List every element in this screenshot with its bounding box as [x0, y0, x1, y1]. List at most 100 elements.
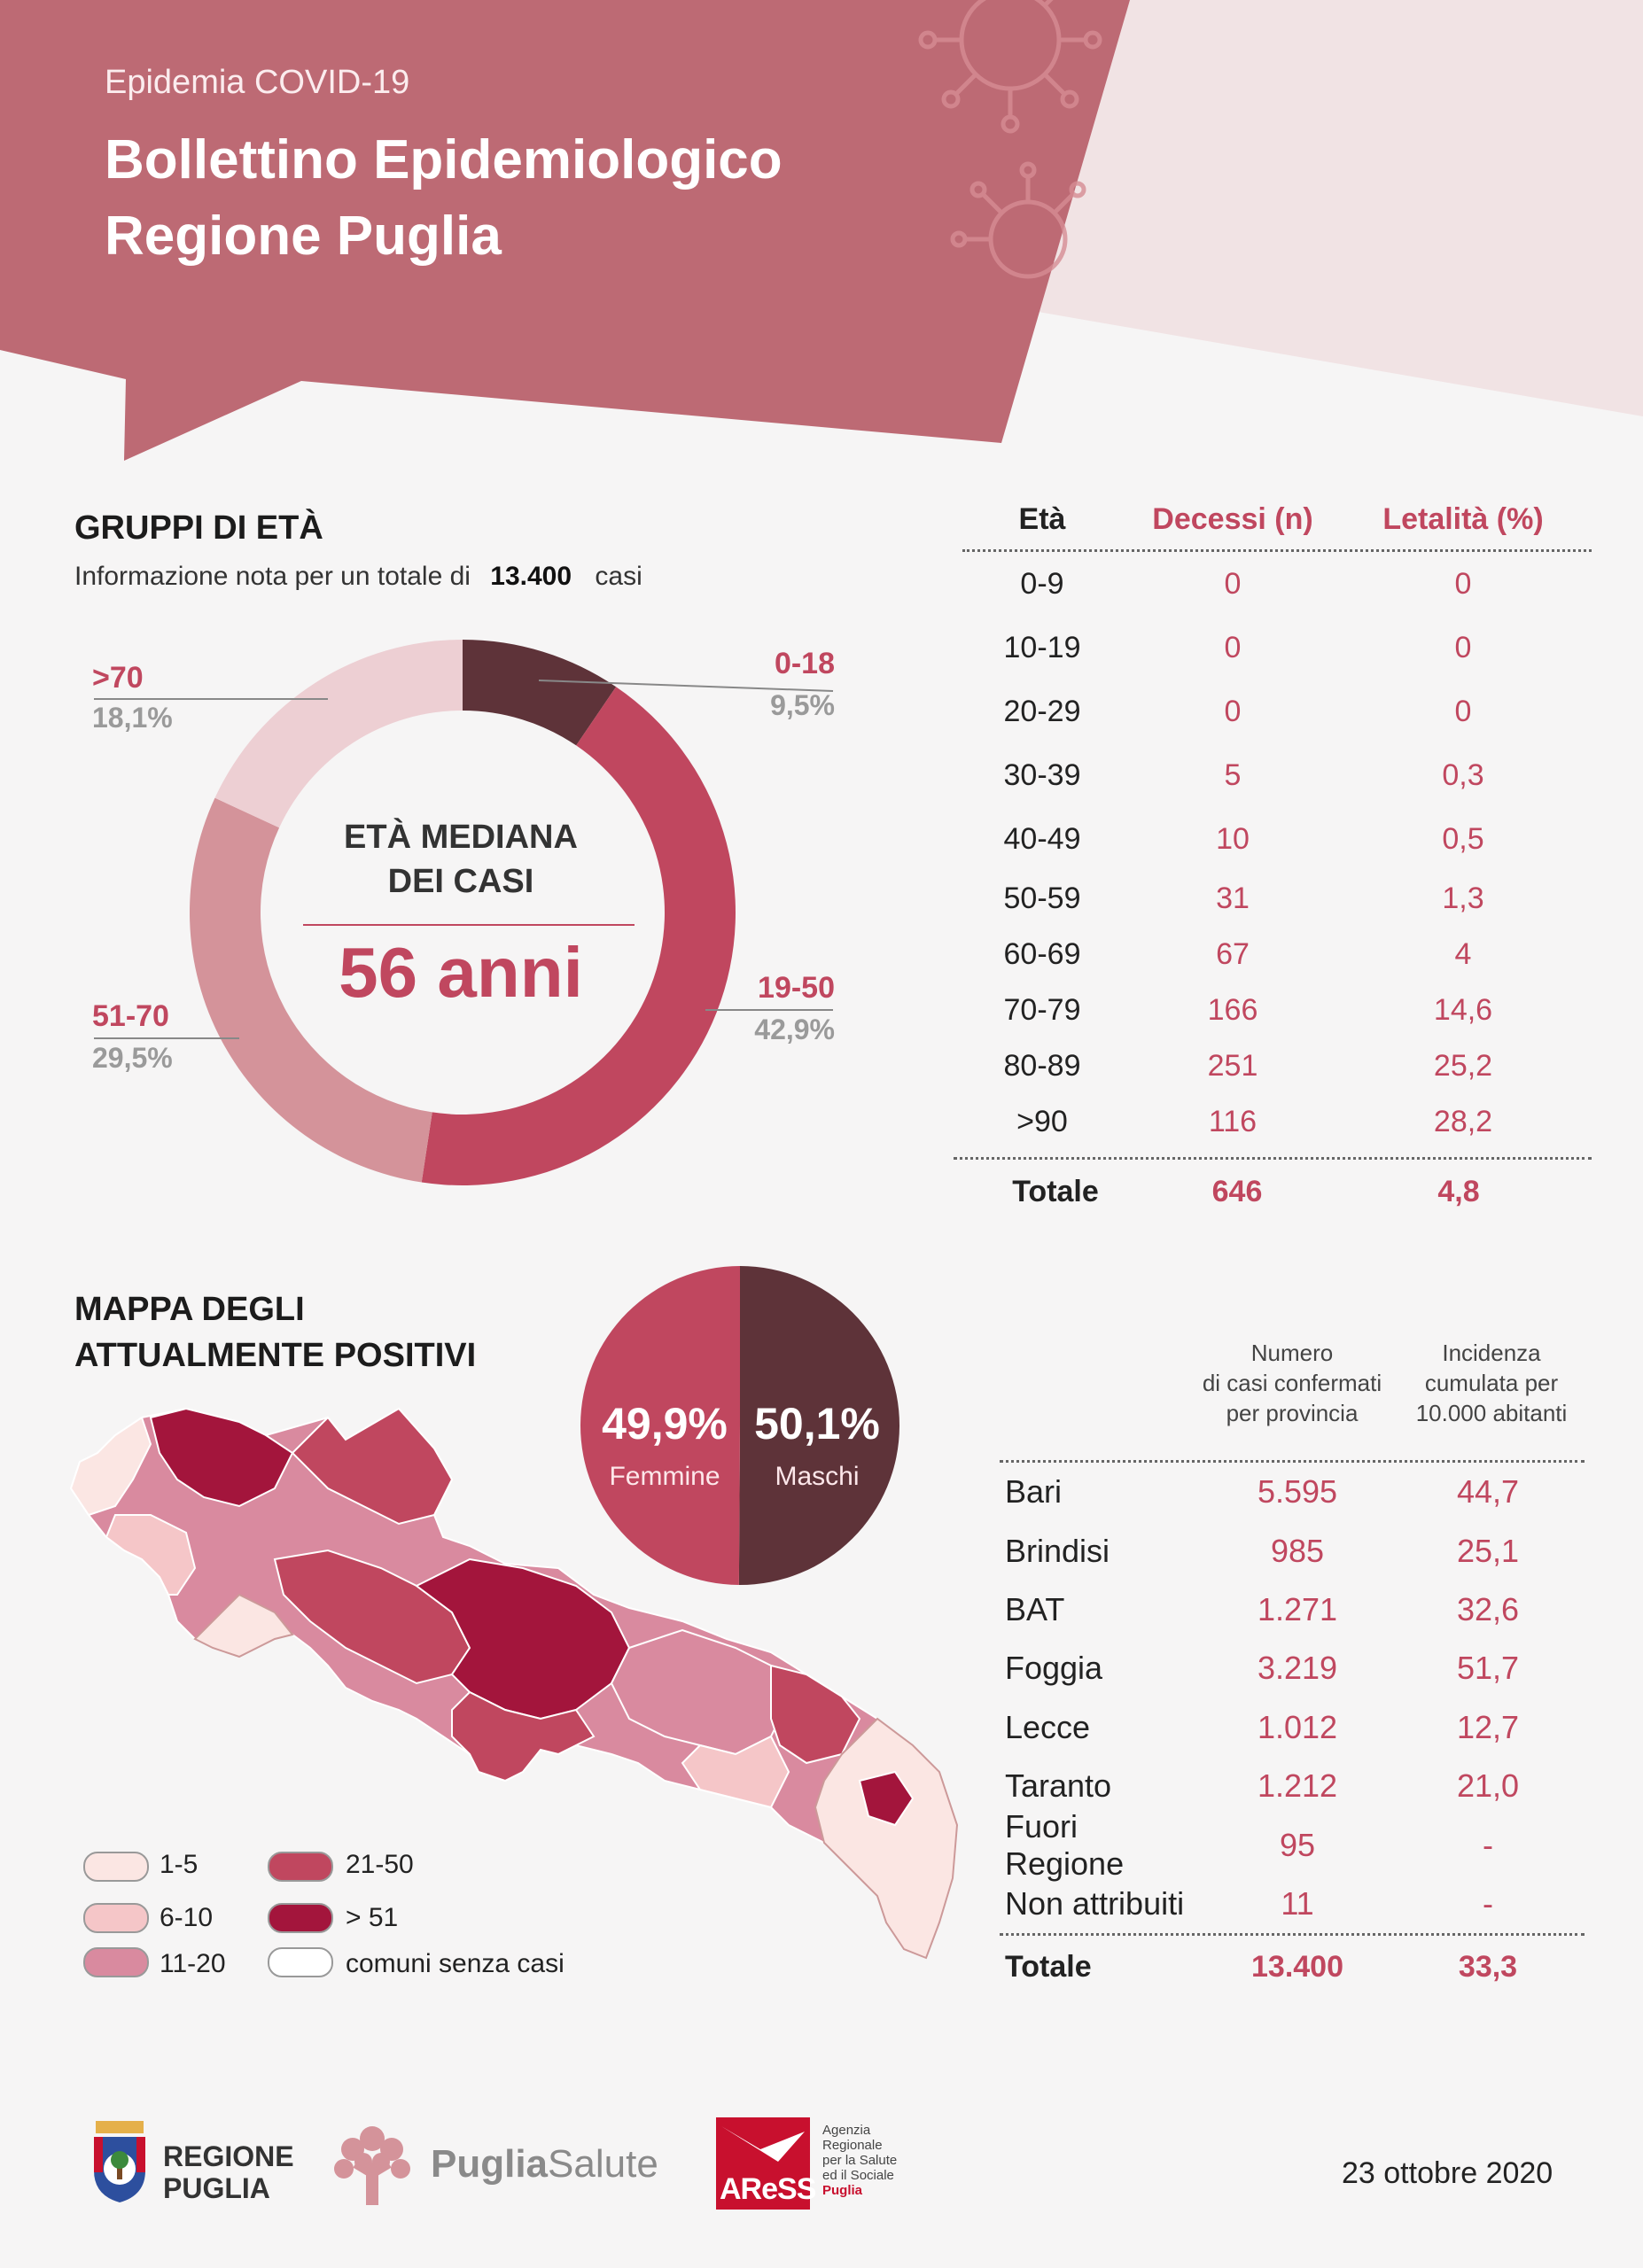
age-range-cell: 40-49: [1003, 821, 1081, 856]
map-title-line-1: MAPPA DEGLI: [74, 1291, 305, 1328]
median-title: ETÀ MEDIANA DEI CASI: [292, 815, 629, 904]
age-range-cell: 80-89: [1003, 1049, 1081, 1083]
province-cases-cell: 1.012: [1257, 1708, 1338, 1745]
lethality-cell: 25,2: [1433, 1049, 1493, 1083]
lethality-cell: 28,2: [1433, 1105, 1493, 1138]
divider: [962, 549, 1592, 552]
title-line-2: Regione Puglia: [105, 206, 502, 267]
sex-slice-maschi: [738, 1266, 899, 1585]
puglia-salute-logo-text: PugliaSalute: [431, 2142, 658, 2186]
deaths-rows: 0-9 0 0 10-19 0 0 20-29 0 0 30-39 5 0,3 40-49 10 0,5 50…: [962, 552, 1592, 1150]
province-incidence-cell: 21,0: [1456, 1767, 1520, 1805]
province-row: Non attribuiti 11 -: [1000, 1875, 1585, 1933]
province-name-cell: Foggia: [1005, 1650, 1103, 1687]
lethality-cell: 0,5: [1442, 821, 1484, 856]
legend-swatch-1-5: [83, 1852, 149, 1882]
area-southwest: [105, 1514, 197, 1596]
puglia-text: Puglia: [431, 2142, 549, 2186]
donut-slice-1950: [421, 687, 736, 1186]
province-cases-cell: 11: [1281, 1884, 1314, 1922]
area-taranto: [451, 1690, 596, 1783]
female-label: Femmine: [609, 1462, 720, 1491]
age-range-cell: 30-39: [1003, 757, 1081, 792]
age-donut-chart: [94, 640, 834, 1186]
sex-pie-chart: [580, 1266, 899, 1585]
province-incidence-cell: 51,7: [1456, 1650, 1520, 1687]
deaths-cell: 0: [1224, 694, 1242, 728]
province-row: Taranto 1.212 21,0: [1000, 1757, 1585, 1815]
col-incidence: Incidenza cumulata per 10.000 abitanti: [1398, 1338, 1585, 1428]
legend-swatch-11-20: [83, 1947, 149, 1977]
deaths-row: 70-79 166 14,6: [962, 983, 1592, 1038]
age-pct-19-50: 42,9%: [754, 1014, 835, 1045]
deaths-row: 60-69 67 4: [962, 927, 1592, 983]
divider: [1000, 1933, 1585, 1937]
lethality-cell: 0: [1454, 566, 1472, 601]
deaths-row: 80-89 251 25,2: [962, 1038, 1592, 1094]
prov-total-label: Totale: [1005, 1949, 1092, 1984]
note-suffix: casi: [595, 562, 642, 591]
col-cases-line-3: per provincia: [1226, 1400, 1359, 1426]
aress-line-4: ed il Sociale: [822, 2168, 894, 2183]
province-row: Foggia 3.219 51,7: [1000, 1639, 1585, 1697]
age-label-19-50: 19-50: [758, 971, 835, 1005]
age-pct-51-70: 29,5%: [92, 1042, 173, 1074]
province-cases-cell: 1.271: [1257, 1590, 1338, 1627]
donut-slice-70: [214, 640, 463, 828]
province-name-cell: BAT: [1005, 1590, 1065, 1627]
bulletin-date: 23 ottobre 2020: [1342, 2156, 1553, 2190]
age-range-cell: 60-69: [1003, 937, 1081, 971]
age-range-cell: 20-29: [1003, 694, 1081, 728]
female-pct: 49,9%: [602, 1399, 728, 1449]
aress-puglia: Puglia: [822, 2183, 863, 2198]
legend-label-11-20: 11-20: [160, 1949, 226, 1978]
map-title: MAPPA DEGLI ATTUALMENTE POSITIVI: [74, 1286, 476, 1379]
area-gargano: [291, 1407, 454, 1526]
deaths-row: 30-39 5 0,3: [962, 743, 1592, 807]
regione-puglia-crest-icon: [94, 2121, 145, 2202]
title-line-1: Bollettino Epidemiologico: [105, 129, 783, 190]
age-range-cell: 0-9: [1020, 566, 1064, 601]
divider: [954, 1157, 1592, 1160]
legend-swatch-21-50: [268, 1852, 333, 1882]
age-range-cell: 50-59: [1003, 882, 1081, 915]
header-title: Bollettino Epidemiologico Regione Puglia: [105, 122, 783, 275]
map-title-line-2: ATTUALMENTE POSITIVI: [74, 1337, 477, 1374]
deaths-table-header: Età Decessi (n) Letalità (%): [962, 496, 1592, 542]
province-cases-cell: 5.595: [1257, 1473, 1338, 1511]
lethality-cell: 1,3: [1442, 882, 1484, 915]
province-incidence-cell: -: [1483, 1884, 1493, 1922]
legend-swatch-over51: [268, 1903, 333, 1933]
deaths-row: 20-29 0 0: [962, 680, 1592, 743]
province-cases-cell: 985: [1270, 1532, 1325, 1569]
aress-line-3: per la Salute: [822, 2153, 898, 2168]
province-table-header: Numero di casi confermati per provincia …: [1000, 1338, 1585, 1441]
median-title-line-2: DEI CASI: [387, 863, 534, 900]
male-label: Maschi: [775, 1462, 860, 1491]
legend-label-over51: > 51: [346, 1903, 399, 1932]
median-value: 56 anni: [339, 933, 583, 1012]
aress-logo-icon: [716, 2117, 810, 2210]
province-cases-cell: 95: [1279, 1826, 1316, 1863]
province-incidence-cell: 32,6: [1456, 1590, 1520, 1627]
province-row: Bari 5.595 44,7: [1000, 1463, 1585, 1521]
leader-lines: [94, 680, 834, 1039]
age-range-cell: >90: [1016, 1105, 1068, 1138]
deaths-cell: 67: [1216, 937, 1250, 971]
province-cases-cell: 3.219: [1257, 1650, 1338, 1687]
legend-swatch-6-10: [83, 1903, 149, 1933]
aress-line-2: Regionale: [822, 2138, 883, 2153]
aress-logo-text: AReSS: [720, 2172, 816, 2206]
legend-label-21-50: 21-50: [346, 1850, 414, 1879]
col-incidence-line-3: 10.000 abitanti: [1415, 1400, 1568, 1426]
donut-slice-5170: [190, 797, 432, 1183]
deaths-row: 50-59 31 1,3: [962, 871, 1592, 927]
province-incidence-cell: -: [1483, 1826, 1493, 1863]
prov-total-incidence: 33,3: [1458, 1949, 1518, 1984]
col-cases: Numero di casi confermati per provincia: [1186, 1338, 1398, 1428]
province-row: Lecce 1.012 12,7: [1000, 1698, 1585, 1757]
deaths-cell: 0: [1224, 566, 1242, 601]
col-decessi: Decessi (n): [1152, 501, 1313, 536]
note-prefix: Informazione nota per un totale di: [74, 562, 471, 591]
virus-icon: [918, 0, 1102, 134]
